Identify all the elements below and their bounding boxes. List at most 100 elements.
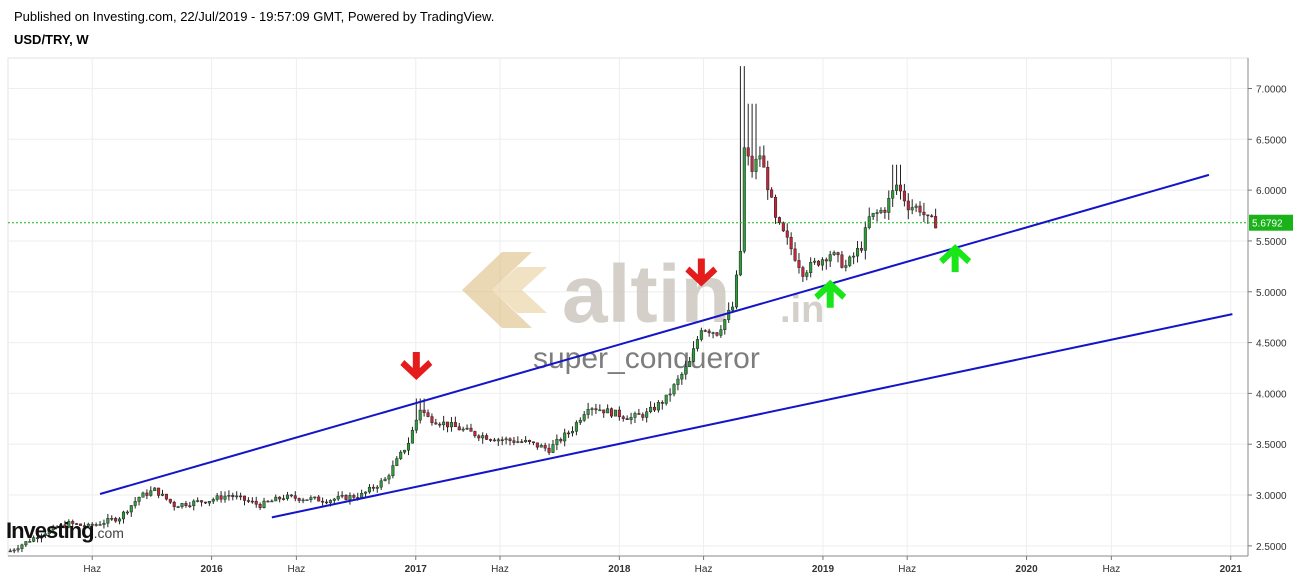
candle-body	[758, 155, 762, 160]
candle	[446, 421, 450, 433]
candle-body	[680, 374, 684, 380]
candle-body	[457, 426, 461, 431]
candle	[118, 517, 122, 525]
candle	[652, 402, 657, 413]
candle-body	[442, 421, 446, 426]
y-tick-label: 4.5000	[1256, 339, 1287, 350]
candle-body	[196, 500, 200, 502]
candle	[324, 499, 329, 505]
trendline	[99, 173, 1210, 495]
candle	[516, 436, 520, 444]
candle	[200, 500, 204, 507]
candle	[535, 442, 539, 450]
candle-body	[774, 197, 778, 218]
candle	[457, 422, 461, 431]
candle	[176, 505, 180, 508]
candle-body	[895, 184, 899, 191]
candle	[723, 318, 727, 335]
candle-body	[750, 155, 754, 172]
candle-body	[121, 511, 125, 520]
candle-body	[180, 503, 184, 507]
candle-body	[422, 409, 426, 413]
candle	[820, 257, 824, 271]
candle	[762, 145, 766, 168]
candle	[235, 491, 239, 500]
candle	[567, 430, 571, 438]
candle-body	[840, 254, 844, 268]
candle-body	[157, 487, 161, 496]
candle	[82, 522, 86, 530]
candle-body	[492, 439, 496, 442]
candle	[590, 407, 594, 416]
candle	[305, 499, 309, 501]
candle	[863, 221, 867, 260]
candle-body	[473, 431, 477, 437]
candle-body	[727, 309, 731, 320]
candle-body	[125, 511, 129, 514]
candle-body	[754, 158, 758, 172]
candle-body	[785, 230, 789, 238]
candle	[758, 146, 762, 167]
candle	[895, 164, 899, 195]
candle	[504, 436, 508, 445]
candle-body	[610, 408, 614, 417]
candle	[508, 437, 512, 446]
candle	[688, 356, 692, 368]
candle	[301, 497, 305, 504]
candle	[461, 426, 465, 432]
last-price-badge	[1249, 214, 1293, 231]
candle	[282, 494, 286, 501]
down-arrow-icon	[400, 351, 433, 380]
candle-body	[539, 445, 543, 448]
candle	[403, 449, 407, 455]
candle	[270, 499, 274, 503]
candle-body	[664, 394, 668, 404]
candle	[75, 522, 79, 525]
candle	[231, 492, 235, 501]
candle-body	[547, 447, 551, 453]
candle-body	[317, 496, 321, 502]
candle	[816, 260, 821, 267]
candle	[149, 486, 153, 497]
candle	[859, 241, 863, 253]
candle	[875, 209, 879, 222]
candle-body	[36, 537, 40, 539]
candle-body	[118, 518, 122, 522]
candle-body	[90, 523, 94, 526]
candle-body	[508, 438, 512, 441]
candle	[98, 521, 102, 526]
candle-body	[414, 419, 418, 431]
candle	[465, 424, 469, 430]
candle-body	[426, 412, 430, 417]
candle-body	[176, 506, 180, 508]
candle-body	[200, 500, 204, 503]
candle-body	[282, 498, 286, 500]
candle	[129, 505, 133, 517]
candle	[51, 524, 55, 531]
candle-body	[695, 339, 699, 349]
candle	[168, 498, 172, 504]
watermark-user: super_conqueror	[533, 342, 760, 375]
candle-body	[891, 190, 895, 199]
candle-body	[364, 491, 368, 494]
candle-body	[391, 465, 395, 477]
candle-body	[94, 524, 98, 526]
candle	[645, 408, 649, 423]
x-tick-label: Haz	[83, 564, 101, 575]
candle	[86, 522, 90, 529]
candle-body	[852, 255, 856, 258]
y-tick-label: 7.0000	[1256, 84, 1287, 95]
candle	[387, 473, 391, 485]
candle	[309, 495, 313, 503]
arrow-shape	[685, 258, 718, 287]
candle-body	[399, 451, 403, 459]
y-tick-label: 5.5000	[1256, 237, 1287, 248]
candle	[707, 328, 711, 337]
altin-logo-icon	[462, 252, 547, 328]
candle	[391, 460, 395, 479]
candle-body	[274, 496, 278, 502]
candle-body	[188, 505, 192, 507]
candle-body	[227, 495, 231, 497]
candle-body	[555, 439, 559, 445]
